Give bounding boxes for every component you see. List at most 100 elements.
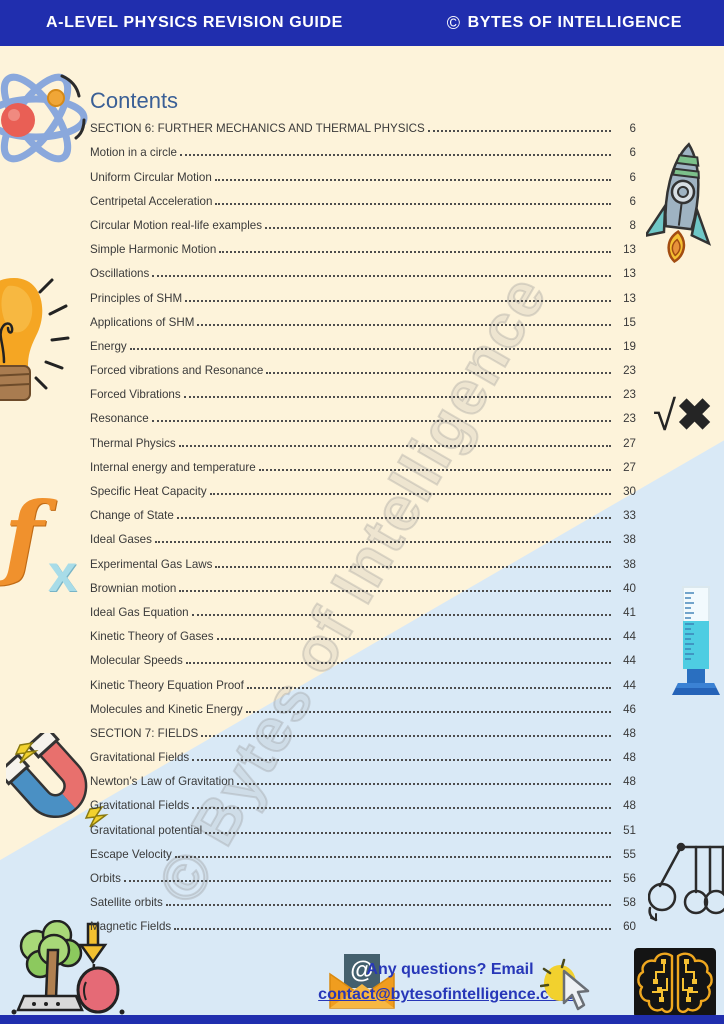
toc-leader-dots [178, 444, 611, 447]
toc-entry-page: 40 [623, 581, 636, 595]
toc-entry-page: 23 [623, 412, 636, 426]
toc-entry-label: Centripetal Acceleration [90, 194, 213, 208]
toc-row[interactable]: Internal energy and temperature 27 [90, 453, 636, 477]
toc-entry-label: Gravitational potential [90, 823, 203, 837]
toc-entry-label: Simple Harmonic Motion [90, 243, 217, 257]
toc-row[interactable]: Orbits 56 [90, 864, 636, 888]
toc-entry-label: Uniform Circular Motion [90, 170, 212, 184]
toc-entry-page: 6 [629, 146, 636, 160]
toc-leader-dots [191, 613, 611, 616]
toc-row[interactable]: SECTION 7: FIELDS 48 [90, 719, 636, 743]
toc-entry-label: Motion in a circle [90, 146, 177, 160]
toc-leader-dots [216, 638, 611, 641]
toc-entry-label: Specific Heat Capacity [90, 485, 207, 498]
toc-row[interactable]: Forced Vibrations 23 [90, 380, 636, 404]
toc-entry-page: 48 [623, 799, 636, 813]
brain-logo-icon [634, 948, 716, 1023]
toc-leader-dots [245, 710, 611, 713]
toc-entry-page: 8 [629, 218, 636, 232]
toc-row[interactable]: Satellite orbits 58 [90, 888, 636, 912]
footer-question-label: Any questions? Email [366, 961, 534, 978]
rocket-icon [642, 140, 720, 273]
toc-entry-label: Resonance [90, 412, 149, 426]
toc-entry-label: Forced Vibrations [90, 388, 181, 402]
toc-entry-label: Molecular Speeds [90, 654, 183, 668]
toc-entry-page: 41 [623, 605, 636, 619]
toc-leader-dots [209, 493, 611, 495]
toc-row[interactable]: Resonance 23 [90, 404, 636, 428]
newtons-cradle-icon [647, 842, 724, 931]
toc-row[interactable]: Principles of SHM 13 [90, 283, 636, 307]
toc-row[interactable]: Escape Velocity 55 [90, 840, 636, 864]
graduated-cylinder-icon [668, 583, 724, 708]
toc-row[interactable]: Energy 19 [90, 332, 636, 356]
toc-entry-page: 56 [623, 872, 636, 885]
toc-row[interactable]: Specific Heat Capacity 30 [90, 477, 636, 501]
toc-leader-dots [123, 880, 611, 882]
toc-row[interactable]: Magnetic Fields 60 [90, 912, 636, 936]
toc-row[interactable]: Simple Harmonic Motion 13 [90, 235, 636, 259]
toc-entry-label: Principles of SHM [90, 291, 183, 305]
cursor-click-icon [539, 955, 598, 1020]
toc-leader-dots [215, 565, 611, 568]
toc-row[interactable]: Experimental Gas Laws 38 [90, 549, 636, 573]
contact-email-link[interactable]: contact@bytesofintelligence.co.uk [318, 985, 582, 1003]
toc-leader-dots [258, 468, 611, 471]
toc-entry-page: 38 [623, 533, 636, 547]
toc-entry-page: 55 [623, 847, 636, 861]
toc-leader-dots [185, 662, 611, 665]
toc-row[interactable]: Forced vibrations and Resonance 23 [90, 356, 636, 380]
toc-row[interactable]: Gravitational potential 51 [90, 815, 636, 839]
toc-entry-page: 48 [623, 751, 636, 765]
toc-row[interactable]: Molecules and Kinetic Energy 46 [90, 695, 636, 719]
toc-row[interactable]: Oscillations 13 [90, 259, 636, 283]
toc-row[interactable]: SECTION 6: FURTHER MECHANICS AND THERMAL… [90, 114, 636, 138]
toc-leader-dots [246, 686, 611, 689]
toc-entry-label: Escape Velocity [90, 847, 172, 861]
toc-row[interactable]: Thermal Physics 27 [90, 428, 636, 452]
toc-row[interactable]: Newton’s Law of Gravitation 48 [90, 767, 636, 791]
toc-entry-page: 13 [623, 267, 636, 281]
toc-row[interactable]: Gravitational Fields 48 [90, 791, 636, 815]
toc-row[interactable]: Circular Motion real-life examples 8 [90, 211, 636, 235]
toc-entry-page: 6 [629, 194, 636, 208]
toc-entry-label: Experimental Gas Laws [90, 557, 213, 571]
toc-row[interactable]: Gravitational Fields 48 [90, 743, 636, 767]
toc-row[interactable]: Kinetic Theory Equation Proof 44 [90, 670, 636, 694]
toc-entry-page: 13 [623, 291, 636, 305]
toc-entry-page: 6 [629, 122, 636, 136]
toc-leader-dots [154, 541, 611, 544]
toc-leader-dots [174, 928, 611, 931]
toc-entry-page: 38 [623, 557, 636, 571]
toc-entry-page: 44 [623, 678, 636, 692]
toc-entry-label: Ideal Gases [90, 533, 152, 547]
toc-entry-page: 60 [623, 920, 636, 934]
toc-row[interactable]: Molecular Speeds 44 [90, 646, 636, 670]
toc-row[interactable]: Change of State 33 [90, 501, 636, 525]
lightbulb-icon [0, 270, 82, 423]
toc-leader-dots [183, 396, 611, 399]
toc-entry-label: Newton’s Law of Gravitation [90, 775, 235, 789]
toc-leader-dots [174, 855, 611, 858]
toc-entry-label: Oscillations [90, 267, 150, 281]
toc-row[interactable]: Brownian motion 40 [90, 574, 636, 598]
toc-leader-dots [201, 734, 611, 737]
magnet-icon [0, 726, 110, 842]
toc-row[interactable]: Uniform Circular Motion 6 [90, 162, 636, 186]
toc-row[interactable]: Ideal Gases 38 [90, 525, 636, 549]
toc-row[interactable]: Applications of SHM 15 [90, 308, 636, 332]
toc-entry-label: Kinetic Theory Equation Proof [90, 678, 244, 692]
toc-row[interactable]: Centripetal Acceleration 6 [90, 187, 636, 211]
toc-entry-label: Circular Motion real-life examples [90, 218, 263, 232]
contents-title: Contents [90, 88, 179, 113]
toc-row[interactable]: Kinetic Theory of Gases 44 [90, 622, 636, 646]
toc-row[interactable]: Motion in a circle 6 [90, 138, 636, 162]
header-brand: © BYTES OF INTELLIGENCE [447, 13, 682, 34]
toc-leader-dots [192, 759, 611, 762]
toc-leader-dots [214, 178, 611, 181]
bottom-accent-bar [0, 1015, 724, 1024]
toc-leader-dots [265, 226, 611, 229]
toc-row[interactable]: Ideal Gas Equation 41 [90, 598, 636, 622]
fx-f-letter: f [4, 482, 44, 590]
copyright-icon: © [446, 12, 461, 33]
